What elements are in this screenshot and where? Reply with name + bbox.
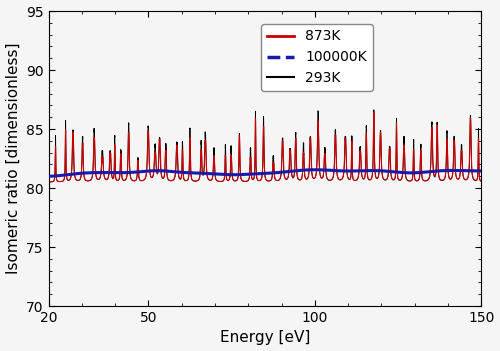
100000K <box>96 171 102 175</box>
293K <box>138 179 143 183</box>
100000K <box>71 172 77 176</box>
873K <box>46 180 52 184</box>
873K <box>366 177 372 181</box>
100000K <box>466 169 472 173</box>
100000K <box>478 169 484 173</box>
Line: 873K: 873K <box>48 112 482 182</box>
873K <box>466 168 472 172</box>
100000K <box>312 168 318 172</box>
293K <box>478 179 484 184</box>
873K <box>96 177 102 181</box>
293K <box>240 179 246 183</box>
293K <box>371 108 377 112</box>
100000K <box>240 172 246 177</box>
X-axis label: Energy [eV]: Energy [eV] <box>220 330 310 345</box>
873K <box>240 179 246 183</box>
293K <box>366 177 372 181</box>
873K <box>478 179 484 183</box>
873K <box>71 167 77 172</box>
100000K <box>46 174 52 178</box>
100000K <box>138 170 143 174</box>
873K <box>371 110 377 114</box>
293K <box>96 177 102 181</box>
Y-axis label: Isomeric ratio [dimensionless]: Isomeric ratio [dimensionless] <box>6 43 20 274</box>
293K <box>46 180 52 184</box>
Legend: 873K, 100000K, 293K: 873K, 100000K, 293K <box>261 24 372 91</box>
Line: 100000K: 100000K <box>48 170 482 176</box>
873K <box>138 178 143 183</box>
293K <box>466 170 472 174</box>
100000K <box>366 168 372 173</box>
293K <box>71 169 77 173</box>
Line: 293K: 293K <box>48 110 482 182</box>
